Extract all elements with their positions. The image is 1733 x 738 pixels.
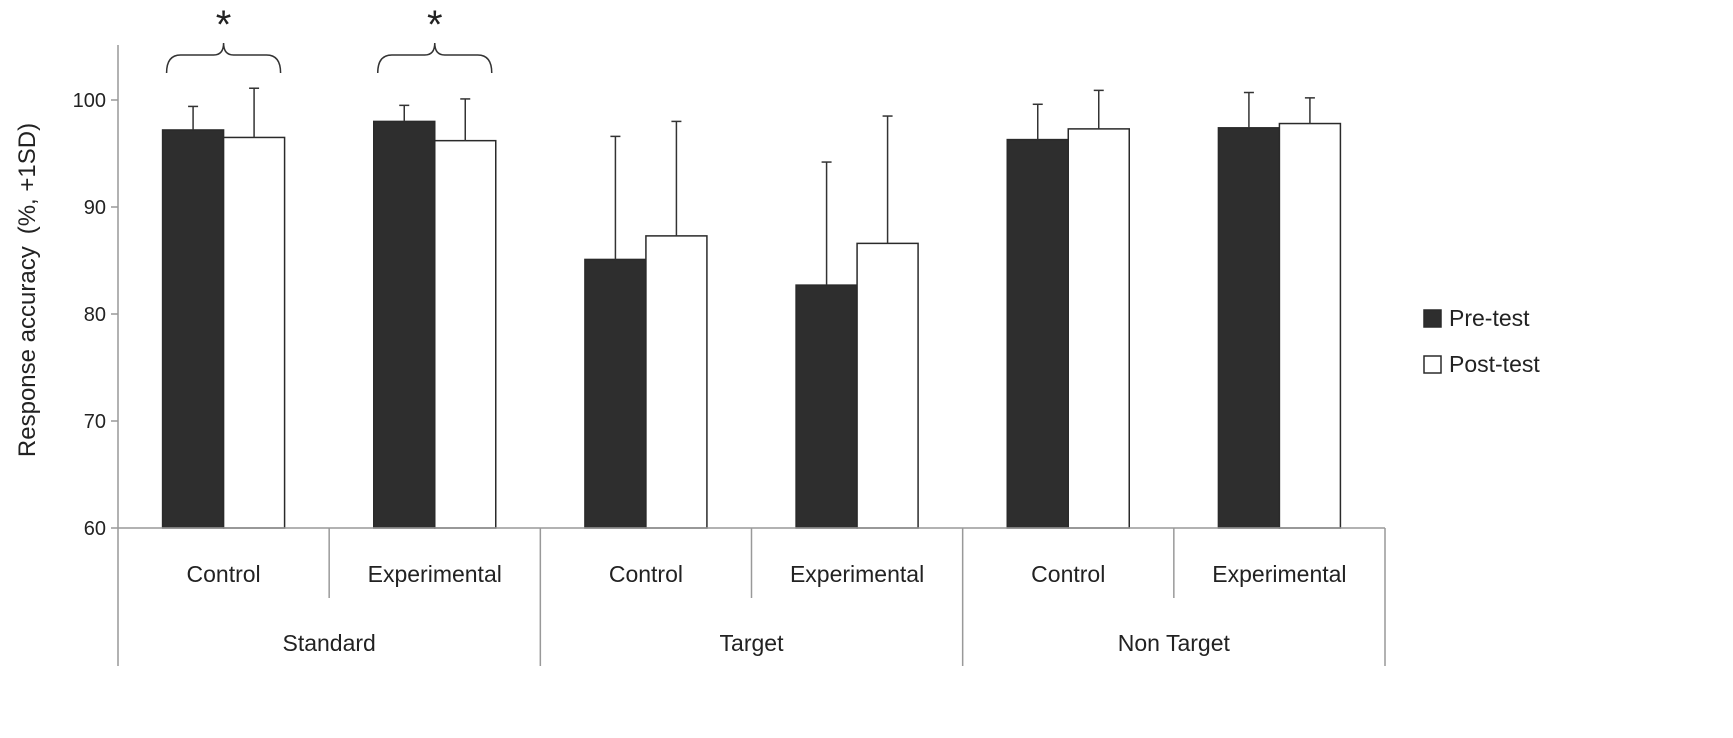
x-category-label: Experimental	[1212, 561, 1346, 587]
x-group-label: Target	[720, 630, 785, 656]
significance-star: *	[216, 3, 232, 47]
bar-post-test	[435, 141, 496, 528]
significance-brace	[167, 43, 281, 73]
bar-post-test	[1279, 124, 1340, 528]
y-tick-label: 60	[84, 518, 106, 540]
bar-post-test	[224, 137, 285, 528]
significance-brace	[378, 43, 492, 73]
x-axis-labels: Control Experimental Control Experimental Co…	[118, 528, 1385, 666]
bar-pre-test	[1007, 140, 1068, 528]
bar-post-test	[646, 236, 707, 528]
legend-swatch	[1424, 356, 1441, 373]
bar-post-test	[857, 243, 918, 528]
bar-pre-test	[585, 259, 646, 528]
bar-pre-test	[163, 130, 224, 528]
y-tick-label: 80	[84, 304, 106, 326]
bar-pre-test	[374, 121, 435, 528]
x-category-label: Control	[187, 561, 261, 587]
x-category-label: Experimental	[790, 561, 924, 587]
y-tick-label: 100	[73, 90, 106, 112]
x-group-label: Non Target	[1118, 630, 1231, 656]
y-tick-label: 90	[84, 197, 106, 219]
legend-label: Post-test	[1449, 351, 1540, 377]
y-axis-title: Response accuracy(%, +1SD)	[14, 123, 41, 457]
significance-markers: * *	[167, 3, 492, 73]
x-group-label: Standard	[282, 630, 375, 656]
y-tick-label: 70	[84, 411, 106, 433]
error-bars	[188, 88, 1315, 285]
bar-post-test	[1068, 129, 1129, 528]
bar-pre-test	[1218, 128, 1279, 528]
bar-pre-test	[796, 285, 857, 528]
legend: Pre-test Post-test	[1424, 305, 1540, 377]
x-category-label: Control	[609, 561, 683, 587]
legend-swatch	[1424, 310, 1441, 327]
bars	[163, 121, 1341, 528]
significance-star: *	[427, 3, 443, 47]
x-category-label: Control	[1031, 561, 1105, 587]
axes: 60 70 80 90 100	[73, 45, 118, 540]
legend-label: Pre-test	[1449, 305, 1530, 331]
x-category-label: Experimental	[368, 561, 502, 587]
